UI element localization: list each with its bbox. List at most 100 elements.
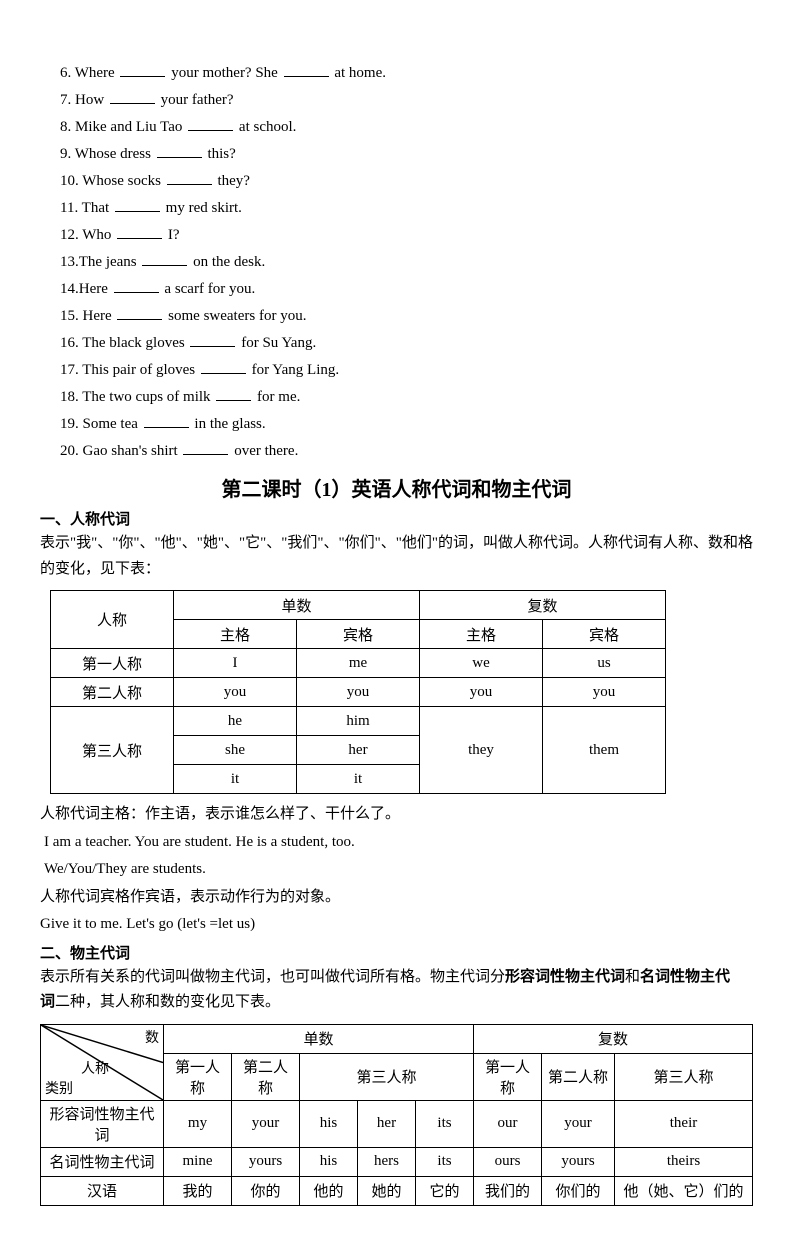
exercise-20: 20. Gao shan's shirt over there. [60, 438, 753, 465]
row1-sobj: me [297, 649, 420, 678]
diag-top: 数 [145, 1027, 159, 1047]
t2-p3a: 第三人称 [300, 1053, 474, 1100]
noun-c6: yours [542, 1147, 615, 1176]
noun-c4: its [416, 1147, 474, 1176]
cn-c7: 他（她、它）们的 [615, 1176, 753, 1205]
cn-c5: 我们的 [474, 1176, 542, 1205]
exercise-18: 18. The two cups of milk for me. [60, 384, 753, 411]
exercise-list: 6. Where your mother? She at home. 7. Ho… [60, 60, 753, 465]
cn-c1: 你的 [232, 1176, 300, 1205]
cell-person: 人称 [51, 591, 174, 649]
q14-pre: 14.Here [60, 281, 112, 297]
q7-pre: 7. How [60, 92, 108, 108]
blank [201, 359, 246, 374]
blank [216, 386, 251, 401]
adj-c1: your [232, 1100, 300, 1147]
q6-post: at home. [331, 65, 386, 81]
row3-them: them [543, 707, 666, 794]
q17-post: for Yang Ling. [248, 362, 339, 378]
section-title: 第二课时（1）英语人称代词和物主代词 [40, 473, 753, 502]
row2-ssubj: you [174, 678, 297, 707]
cn-c3: 她的 [358, 1176, 416, 1205]
q13-pre: 13.The jeans [60, 254, 140, 270]
q10-pre: 10. Whose socks [60, 173, 165, 189]
s2p1a: 表示所有关系的代词叫做物主代词，也可叫做代词所有格。物主代词分 [40, 969, 505, 985]
row3-they: they [420, 707, 543, 794]
cn-label: 汉语 [41, 1176, 164, 1205]
q9-post: this? [204, 146, 236, 162]
q20-pre: 20. Gao shan's shirt [60, 443, 181, 459]
exercise-9: 9. Whose dress this? [60, 141, 753, 168]
q19-post: in the glass. [191, 416, 266, 432]
blank [284, 62, 329, 77]
row1-pobj: us [543, 649, 666, 678]
adj-c5: our [474, 1100, 542, 1147]
cn-c4: 它的 [416, 1176, 474, 1205]
q15-pre: 15. Here [60, 308, 115, 324]
exercise-14: 14.Here a scarf for you. [60, 276, 753, 303]
blank [144, 413, 189, 428]
q17-pre: 17. This pair of gloves [60, 362, 199, 378]
cell-plural: 复数 [420, 591, 666, 620]
document-page: 6. Where your mother? She at home. 7. Ho… [0, 0, 793, 1234]
blank [120, 62, 165, 77]
row3-it2: it [297, 765, 420, 794]
q9-pre: 9. Whose dress [60, 146, 155, 162]
row1-psubj: we [420, 649, 543, 678]
exercise-8: 8. Mike and Liu Tao at school. [60, 114, 753, 141]
t2-p1b: 第一人称 [474, 1053, 542, 1100]
cell-singular: 单数 [174, 591, 420, 620]
cell-obj2: 宾格 [543, 620, 666, 649]
section1-note5: Give it to me. Let's go (let's =let us) [40, 912, 753, 938]
exercise-19: 19. Some tea in the glass. [60, 411, 753, 438]
t2-p1a: 第一人称 [164, 1053, 232, 1100]
exercise-13: 13.The jeans on the desk. [60, 249, 753, 276]
section1-note3: We/You/They are students. [44, 857, 753, 883]
q6-pre: 6. Where [60, 65, 118, 81]
s2p1f: 二种，其人称和数的变化见下表。 [55, 994, 280, 1010]
row3-label: 第三人称 [51, 707, 174, 794]
subheading-2: 二、物主代词 [40, 942, 753, 963]
exercise-12: 12. Who I? [60, 222, 753, 249]
pronoun-table: 人称 单数 复数 主格 宾格 主格 宾格 第一人称 I me we us 第二人… [50, 590, 666, 794]
q14-post: a scarf for you. [161, 281, 256, 297]
t2-p2b: 第二人称 [542, 1053, 615, 1100]
diag-header: 数 人称 类别 [41, 1024, 164, 1100]
t2-plural: 复数 [474, 1024, 753, 1053]
exercise-10: 10. Whose socks they? [60, 168, 753, 195]
adj-c2: his [300, 1100, 358, 1147]
q16-pre: 16. The black gloves [60, 335, 188, 351]
noun-c5: ours [474, 1147, 542, 1176]
q19-pre: 19. Some tea [60, 416, 142, 432]
row2-label: 第二人称 [51, 678, 174, 707]
exercise-17: 17. This pair of gloves for Yang Ling. [60, 357, 753, 384]
q12-pre: 12. Who [60, 227, 115, 243]
q12-post: I? [164, 227, 179, 243]
section1-note4: 人称代词宾格作宾语，表示动作行为的对象。 [40, 885, 753, 911]
blank [183, 440, 228, 455]
q18-post: for me. [253, 389, 300, 405]
s2p1c: 和 [625, 969, 640, 985]
adj-c3: her [358, 1100, 416, 1147]
row1-label: 第一人称 [51, 649, 174, 678]
blank [114, 278, 159, 293]
section2-para1: 表示所有关系的代词叫做物主代词，也可叫做代词所有格。物主代词分形容词性物主代词和… [40, 965, 753, 1016]
row1-ssubj: I [174, 649, 297, 678]
blank [115, 197, 160, 212]
cell-obj1: 宾格 [297, 620, 420, 649]
exercise-11: 11. That my red skirt. [60, 195, 753, 222]
q18-pre: 18. The two cups of milk [60, 389, 214, 405]
s2p1b: 形容词性物主代词 [505, 969, 625, 985]
blank [117, 305, 162, 320]
section1-note1: 人称代词主格：作主语，表示谁怎么样了、干什么了。 [40, 802, 753, 828]
s2p1e: 词 [40, 994, 55, 1010]
possessive-table: 数 人称 类别 单数 复数 第一人称 第二人称 第三人称 第一人称 第二人称 第… [40, 1024, 753, 1206]
cn-c2: 他的 [300, 1176, 358, 1205]
diag-mid: 人称 [81, 1058, 109, 1078]
q10-post: they? [214, 173, 250, 189]
adj-label: 形容词性物主代词 [41, 1100, 164, 1147]
exercise-7: 7. How your father? [60, 87, 753, 114]
exercise-16: 16. The black gloves for Su Yang. [60, 330, 753, 357]
exercise-15: 15. Here some sweaters for you. [60, 303, 753, 330]
row3-him: him [297, 707, 420, 736]
